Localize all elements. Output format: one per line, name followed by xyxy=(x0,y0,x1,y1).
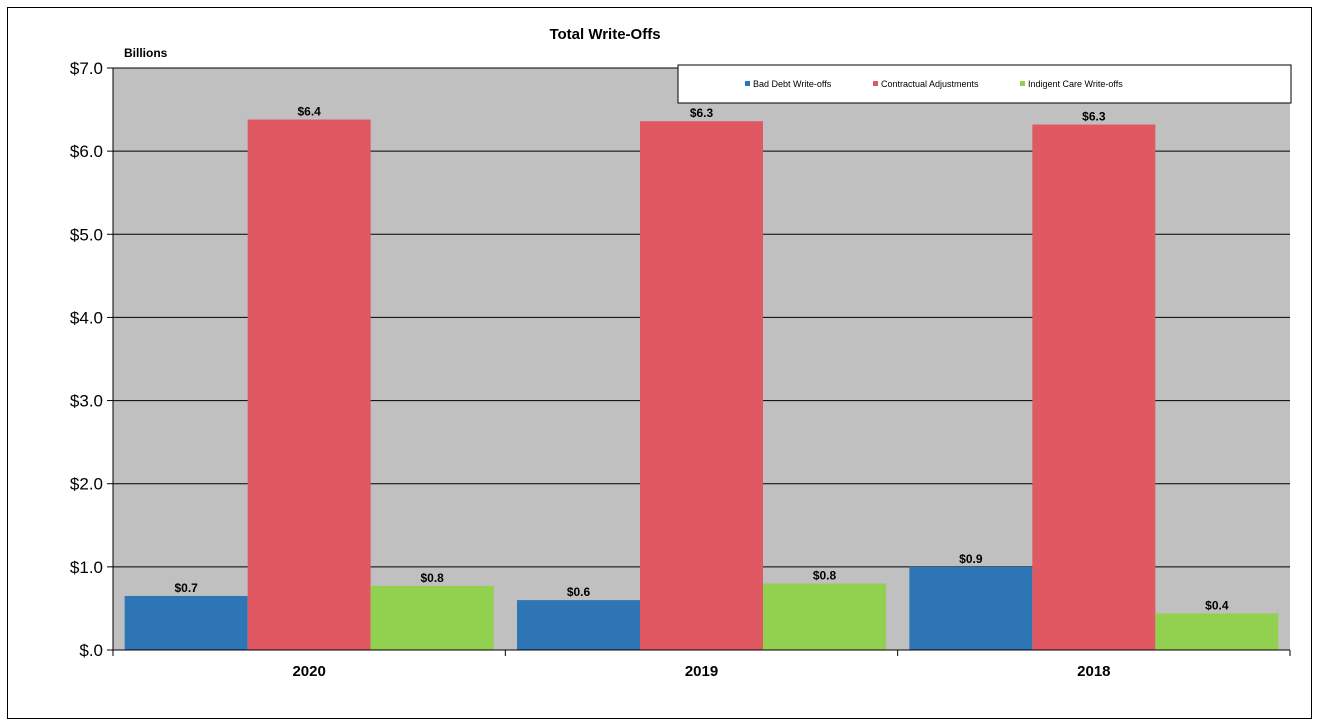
data-label: $0.7 xyxy=(174,581,198,595)
chart-title: Total Write-Offs xyxy=(549,26,660,43)
bar xyxy=(1032,124,1156,651)
x-axis: 2020 2019 2018 xyxy=(112,649,1291,680)
legend-label: Indigent Care Write-offs xyxy=(1028,79,1123,89)
y-axis-unit-label: Billions xyxy=(124,46,168,60)
y-tick-label: $.0 xyxy=(79,641,103,660)
y-tick-label: $7.0 xyxy=(70,59,103,78)
y-tick-label: $5.0 xyxy=(70,225,103,244)
y-tick-label: $6.0 xyxy=(70,142,103,161)
x-tick-label: 2018 xyxy=(1077,663,1110,680)
bar xyxy=(124,595,248,650)
legend-swatch xyxy=(873,81,878,86)
legend-box xyxy=(677,64,1292,104)
data-label: $0.8 xyxy=(813,568,837,582)
legend-swatch xyxy=(1020,81,1025,86)
data-labels: $0.7 $6.4 $0.8 $0.6 $6.3 $0.8 $0.9 $6.3 $0.4 xyxy=(174,105,1228,613)
data-label: $0.9 xyxy=(959,552,983,566)
bar xyxy=(370,585,494,650)
data-label: $0.8 xyxy=(420,571,444,585)
data-label: $0.6 xyxy=(567,585,591,599)
y-tick-label: $1.0 xyxy=(70,558,103,577)
bar xyxy=(1155,613,1279,650)
data-label: $6.4 xyxy=(297,105,321,119)
legend-label: Contractual Adjustments xyxy=(881,79,979,89)
bar xyxy=(517,600,640,650)
bar xyxy=(763,583,886,650)
y-axis: $.0 $1.0 $2.0 $3.0 $4.0 $5.0 $6.0 $7.0 xyxy=(70,59,114,660)
x-tick-label: 2019 xyxy=(685,663,718,680)
data-label: $6.3 xyxy=(690,106,714,120)
bar xyxy=(640,121,763,650)
bar xyxy=(247,119,371,650)
y-tick-label: $4.0 xyxy=(70,308,103,327)
y-tick-label: $2.0 xyxy=(70,475,103,494)
data-label: $6.3 xyxy=(1082,110,1106,124)
bar-chart: $0.7 $6.4 $0.8 $0.6 $6.3 $0.8 $0.9 $6.3 $0.4 $.0… xyxy=(70,26,1292,680)
x-tick-label: 2020 xyxy=(292,663,325,680)
legend-swatch xyxy=(745,81,750,86)
bars xyxy=(124,119,1279,651)
legend: Bad Debt Write-offs Contractual Adjustmen… xyxy=(677,64,1292,104)
legend-label: Bad Debt Write-offs xyxy=(753,79,832,89)
y-tick-label: $3.0 xyxy=(70,392,103,411)
data-label: $0.4 xyxy=(1205,598,1229,612)
chart-frame: $0.7 $6.4 $0.8 $0.6 $6.3 $0.8 $0.9 $6.3 $0.4 $.0… xyxy=(7,7,1312,719)
bar xyxy=(909,566,1033,650)
